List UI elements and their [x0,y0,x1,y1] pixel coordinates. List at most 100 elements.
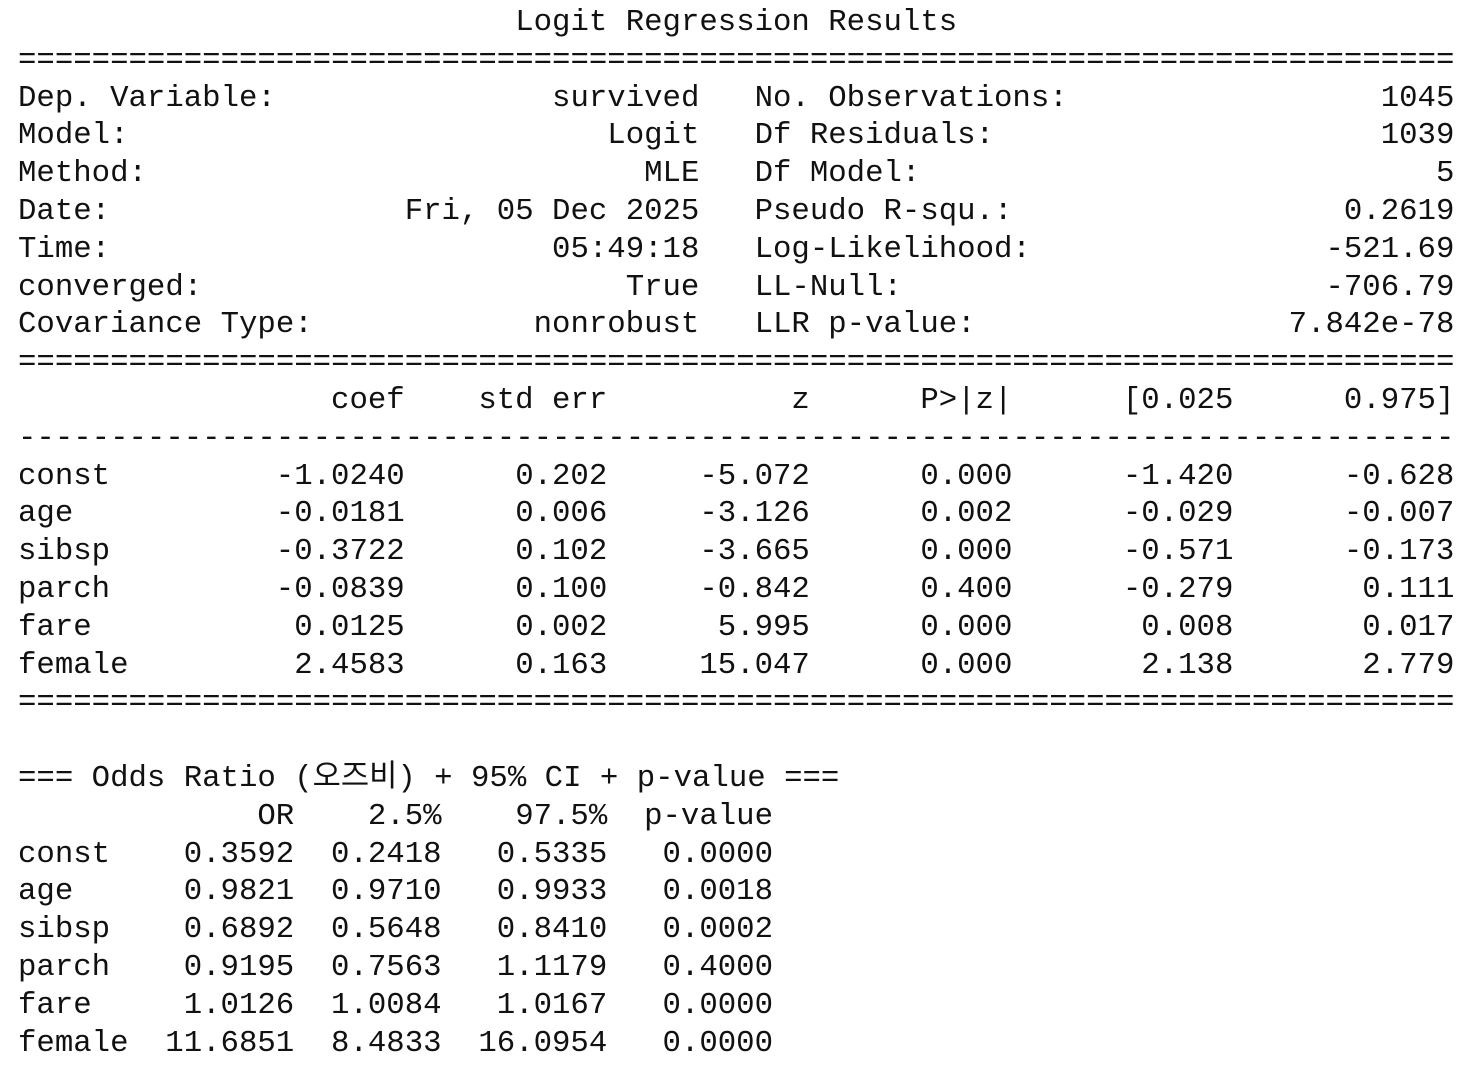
odds-cell: 0.3592 [183,836,295,872]
coef-cell: 0.017 [1362,609,1455,645]
spacer [699,155,754,193]
odds-cell: 1.0084 [331,987,442,1023]
coef-cell: -0.3722 [275,534,405,570]
coef-row: const -1.0240 0.202 -5.072 0.000 -1.420 -0.628 [18,458,1454,496]
odds-cell: 0.0018 [662,874,774,910]
column-header: p-value [644,798,773,834]
coef-cell: 0.0125 [294,609,405,645]
coef-cell: 0.163 [515,647,608,683]
odds-cell: 1.0126 [183,987,295,1023]
info-left: Dep. Variable: survived [18,80,699,118]
column-header: [0.025 [1122,382,1234,418]
odds-cell: 0.9933 [496,874,608,910]
column-header: 97.5% [515,798,608,834]
coef-cell: -3.665 [699,534,810,570]
spacer [699,269,754,307]
info-row: Method: MLE Df Model: 5 [18,155,1454,193]
coef-cell: -0.0839 [275,571,405,607]
variable-name: female [18,647,129,683]
coef-cell: 0.400 [920,571,1013,607]
odds-cell: 1.0167 [496,987,608,1023]
coef-cell: -1.420 [1122,458,1234,494]
info-value: Logit [607,118,700,154]
column-header: coef [331,382,405,418]
coef-cell: -1.0240 [275,458,405,494]
coef-cell: 15.047 [699,647,810,683]
coef-cell: 0.000 [920,534,1013,570]
odds-cell: 0.5648 [331,912,442,948]
odds-cell: 1.1179 [496,949,608,985]
column-header: OR [257,798,295,834]
column-header [18,382,202,420]
coef-cell: -0.628 [1343,458,1455,494]
info-value: nonrobust [533,307,700,343]
regression-output: Logit Regression Results ================… [18,4,1454,1062]
coef-cell: -0.173 [1343,534,1455,570]
variable-name: age [18,874,74,910]
info-value: Fri, 05 Dec 2025 [404,193,700,229]
info-label: converged: [18,269,203,305]
odds-cell: 0.2418 [331,836,442,872]
info-left: Method: MLE [18,155,699,193]
info-value: survived [552,80,700,116]
odds-cell: 0.5335 [496,836,608,872]
double-separator: ========================================… [18,345,1455,381]
info-label: Date: [18,193,111,229]
single-separator: ----------------------------------------… [18,420,1455,456]
odds-row: fare 1.0126 1.0084 1.0167 0.0000 [18,987,1454,1025]
info-row: Date: Fri, 05 Dec 2025 Pseudo R-squ.: 0.261… [18,193,1454,231]
info-left: converged: True [18,269,699,307]
coef-cell: 0.000 [920,458,1013,494]
blank-line [18,722,1454,760]
double-separator: ========================================… [18,685,1455,721]
column-header [18,798,128,836]
odds-cell: 0.4000 [662,949,774,985]
title-line: Logit Regression Results [18,4,1454,42]
variable-name: fare [18,609,92,645]
info-value: -706.79 [1325,269,1455,305]
odds-cell: 8.4833 [331,1025,442,1061]
column-header: z [791,382,810,418]
info-label: Df Residuals: [754,118,994,154]
info-right: LL-Null: -706.79 [755,269,1455,307]
info-label: Df Model: [754,156,921,192]
coef-cell: -0.842 [699,571,810,607]
coef-cell: 0.002 [920,496,1013,532]
double-separator: ========================================… [18,42,1455,78]
info-row: Time: 05:49:18 Log-Likelihood: -521.69 [18,231,1454,269]
coef-row: age -0.0181 0.006 -3.126 0.002 -0.029 -0.007 [18,495,1454,533]
info-left: Covariance Type: nonrobust [18,306,699,344]
info-value: 7.842e-78 [1288,307,1455,343]
variable-name: parch [18,949,111,985]
variable-name: const [18,836,111,872]
coef-cell: 2.138 [1141,647,1234,683]
info-label: Method: [18,156,147,192]
coef-cell: -0.571 [1122,534,1234,570]
odds-row: sibsp 0.6892 0.5648 0.8410 0.0002 [18,911,1454,949]
spacer [699,117,754,155]
info-value: True [625,269,700,305]
coef-cell: -5.072 [699,458,810,494]
odds-cell: 0.6892 [183,912,295,948]
coef-cell: 0.102 [515,534,608,570]
coef-cell: -0.279 [1122,571,1234,607]
info-label: No. Observations: [754,80,1068,116]
odds-cell: 0.0000 [662,1025,774,1061]
column-header: P>|z| [920,382,1013,418]
odds-cell: 0.9710 [331,874,442,910]
coef-cell: 0.006 [515,496,608,532]
odds-row: female 11.6851 8.4833 16.0954 0.0000 [18,1025,1454,1063]
coef-row: sibsp -0.3722 0.102 -3.665 0.000 -0.571 -0.173 [18,533,1454,571]
spacer [699,231,754,269]
odds-cell: 0.0000 [662,836,774,872]
spacer [699,306,754,344]
odds-cell: 0.9821 [183,874,295,910]
column-header: 2.5% [367,798,442,834]
coef-cell: 0.000 [920,609,1013,645]
info-value: -521.69 [1325,231,1455,267]
coef-cell: -0.0181 [275,496,405,532]
odds-cell: 0.0000 [662,987,774,1023]
coef-cell: 0.002 [515,609,608,645]
info-label: Covariance Type: [18,307,313,343]
coef-cell: 2.779 [1362,647,1455,683]
